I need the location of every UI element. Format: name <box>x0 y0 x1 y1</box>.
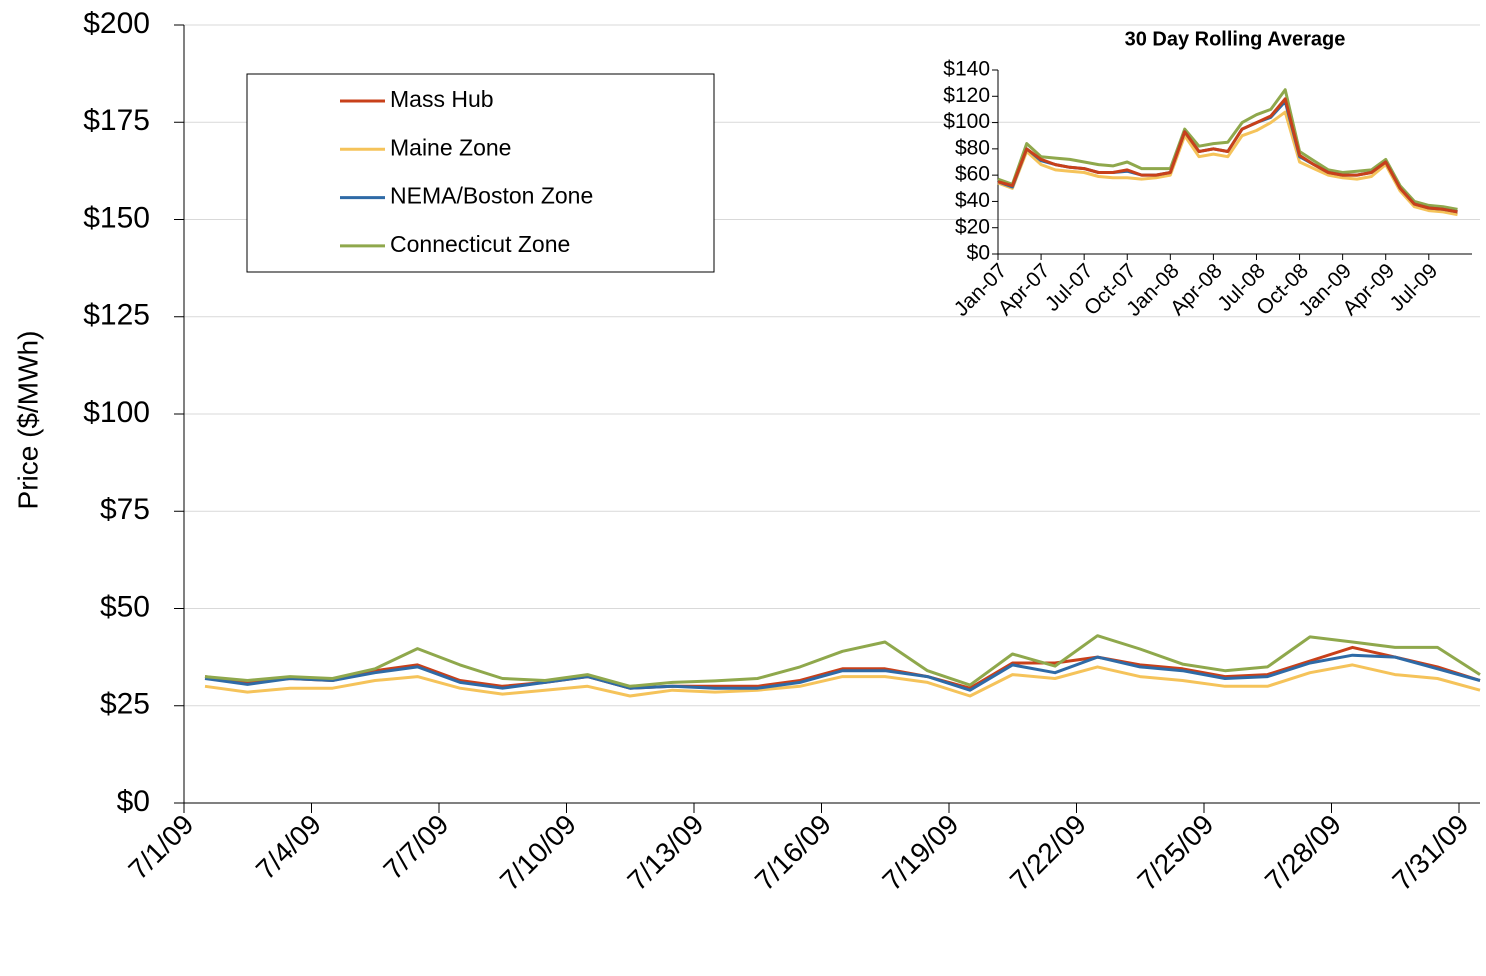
x-tick-label: 7/4/09 <box>250 809 327 886</box>
y-tick-label: $125 <box>83 299 150 332</box>
x-tick-label: 7/25/09 <box>1131 809 1219 897</box>
legend-label: NEMA/Boston Zone <box>390 183 593 209</box>
y-tick-label: $40 <box>955 189 990 212</box>
x-tick-label: 7/13/09 <box>621 809 709 897</box>
x-tick-label: 7/22/09 <box>1004 809 1092 897</box>
series-line <box>997 97 1458 214</box>
series-line <box>204 653 1481 692</box>
y-tick-label: $20 <box>955 215 990 238</box>
x-tick-label: 7/28/09 <box>1259 809 1347 897</box>
y-tick-label: $175 <box>83 104 150 137</box>
y-tick-label: $25 <box>100 688 150 721</box>
y-tick-label: $100 <box>83 396 150 429</box>
x-tick-label: Jul-09 <box>1386 259 1443 316</box>
y-tick-label: $80 <box>955 136 990 159</box>
x-tick-label: 7/19/09 <box>876 809 964 897</box>
x-tick-label: 7/31/09 <box>1386 809 1474 897</box>
y-tick-label: $75 <box>100 493 150 526</box>
x-tick-label: 7/10/09 <box>494 809 582 897</box>
y-tick-label: $50 <box>100 590 150 623</box>
y-axis-label: Price ($/MWh) <box>12 331 43 510</box>
x-tick-label: 7/7/09 <box>377 809 454 886</box>
series-line <box>204 645 1481 690</box>
series-line <box>204 663 1481 698</box>
legend-label: Maine Zone <box>390 134 511 160</box>
series-line <box>997 88 1458 211</box>
y-tick-label: $0 <box>117 785 150 818</box>
series-line <box>204 634 1481 688</box>
y-tick-label: $140 <box>943 58 990 81</box>
y-tick-label: $150 <box>83 201 150 234</box>
chart-title: 30 Day Rolling Average <box>1125 28 1346 50</box>
x-tick-label: 7/16/09 <box>749 809 837 897</box>
legend-label: Connecticut Zone <box>390 231 570 257</box>
y-tick-label: $200 <box>83 7 150 40</box>
y-tick-label: $0 <box>967 242 990 265</box>
y-tick-label: $60 <box>955 163 990 186</box>
x-tick-label: 7/1/09 <box>122 809 199 886</box>
legend-label: Mass Hub <box>390 86 494 112</box>
y-tick-label: $120 <box>943 84 990 107</box>
series-line <box>997 110 1458 217</box>
legend-box <box>246 73 715 273</box>
y-tick-label: $100 <box>943 110 990 133</box>
